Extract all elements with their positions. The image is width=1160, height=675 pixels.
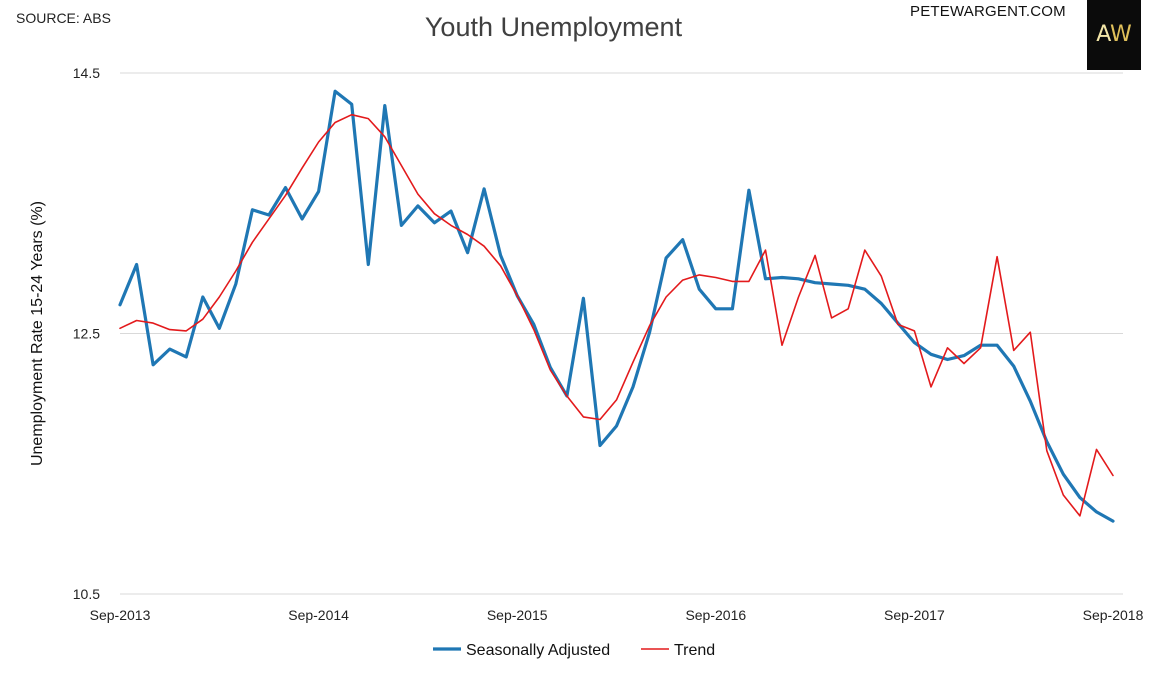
logo-lettering: AW xyxy=(1096,22,1132,47)
x-tick-label: Sep-2016 xyxy=(685,607,746,623)
y-tick-label: 14.5 xyxy=(73,65,100,81)
x-tick-label: Sep-2014 xyxy=(288,607,349,623)
source-label: SOURCE: ABS xyxy=(16,10,111,26)
y-axis-label: Unemployment Rate 15-24 Years (%) xyxy=(29,201,46,466)
x-tick-label: Sep-2017 xyxy=(884,607,945,623)
aw-logo: AW xyxy=(1087,0,1141,70)
legend-label-seasonally-adjusted: Seasonally Adjusted xyxy=(466,642,610,659)
y-tick-label: 10.5 xyxy=(73,586,100,602)
trend-line xyxy=(119,113,1114,517)
x-tick-label: Sep-2015 xyxy=(487,607,548,623)
chart-title: Youth Unemployment xyxy=(424,12,683,42)
x-tick-label: Sep-2013 xyxy=(90,607,151,623)
seasonally-adjusted-line xyxy=(118,89,1115,523)
legend-label-trend: Trend xyxy=(674,642,715,659)
x-tick-label: Sep-2018 xyxy=(1083,607,1144,623)
brand-label[interactable]: PETEWARGENT.COM xyxy=(910,3,1066,20)
y-tick-label: 12.5 xyxy=(73,326,100,342)
